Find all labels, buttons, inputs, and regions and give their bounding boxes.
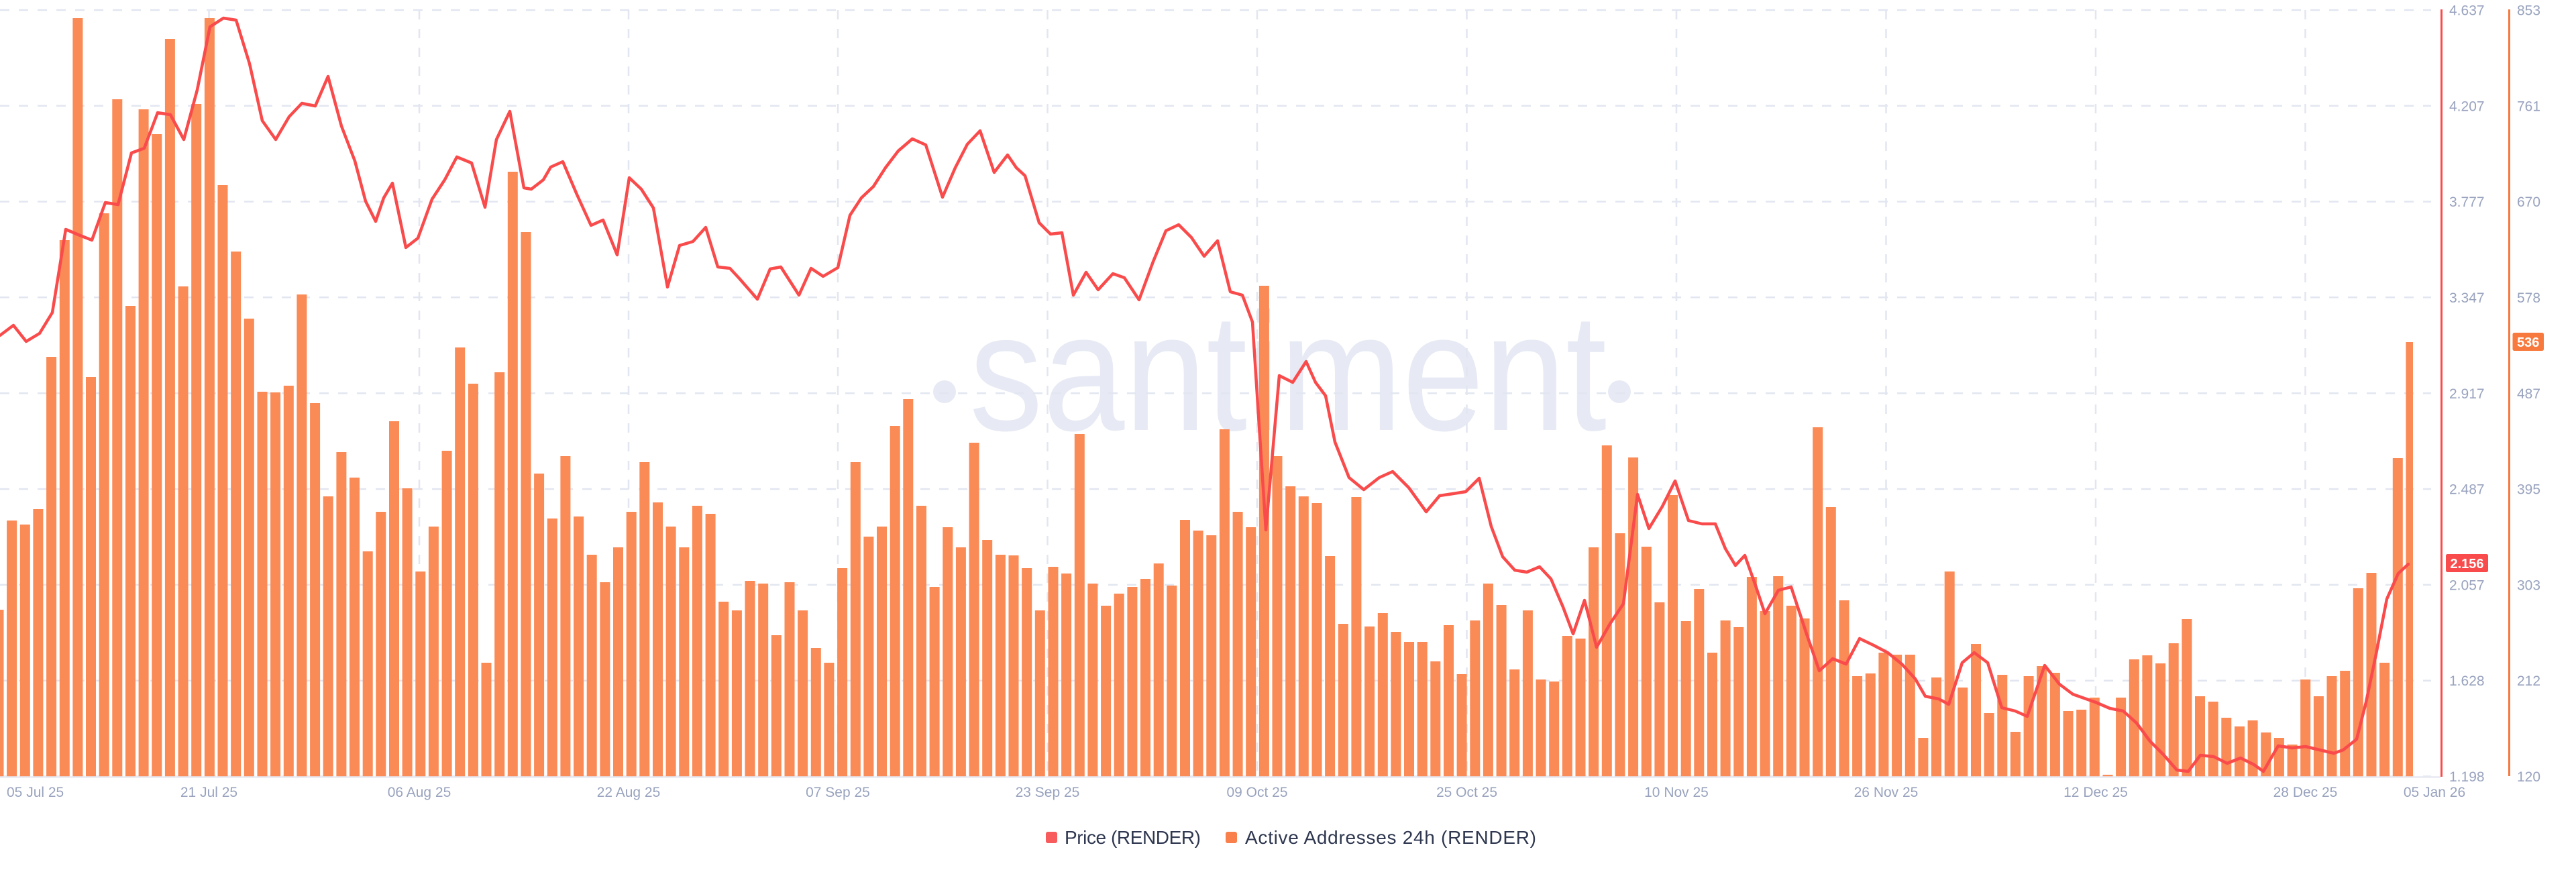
svg-text:536: 536 <box>2517 335 2539 350</box>
svg-text:212: 212 <box>2517 673 2540 689</box>
svg-text:12 Dec 25: 12 Dec 25 <box>2063 785 2128 800</box>
svg-text:2.156: 2.156 <box>2450 557 2483 571</box>
svg-text:26 Nov 25: 26 Nov 25 <box>1854 785 1919 800</box>
svg-text:4.637: 4.637 <box>2449 3 2485 19</box>
svg-text:3.777: 3.777 <box>2449 195 2485 210</box>
svg-text:2.487: 2.487 <box>2449 482 2485 498</box>
svg-text:487: 487 <box>2517 386 2540 402</box>
svg-text:05 Jul 25: 05 Jul 25 <box>7 785 64 800</box>
svg-text:23 Sep 25: 23 Sep 25 <box>1016 785 1080 800</box>
svg-text:578: 578 <box>2517 290 2540 306</box>
svg-text:10 Nov 25: 10 Nov 25 <box>1644 785 1709 800</box>
svg-text:303: 303 <box>2517 578 2540 593</box>
svg-text:santiment: santiment <box>969 278 1607 466</box>
svg-text:1.628: 1.628 <box>2449 673 2485 689</box>
svg-text:853: 853 <box>2517 3 2540 19</box>
svg-text:1.198: 1.198 <box>2449 769 2485 785</box>
svg-text:2.917: 2.917 <box>2449 386 2485 402</box>
svg-text:21 Jul 25: 21 Jul 25 <box>180 785 237 800</box>
svg-text:06 Aug 25: 06 Aug 25 <box>388 785 451 800</box>
svg-text:3.347: 3.347 <box>2449 290 2485 306</box>
svg-text:4.207: 4.207 <box>2449 99 2485 114</box>
svg-text:22 Aug 25: 22 Aug 25 <box>597 785 661 800</box>
svg-text:28 Dec 25: 28 Dec 25 <box>2273 785 2338 800</box>
svg-text:120: 120 <box>2517 769 2540 785</box>
svg-text:Active Addresses 24h (RENDER): Active Addresses 24h (RENDER) <box>1245 827 1536 848</box>
svg-text:09 Oct 25: 09 Oct 25 <box>1226 785 1287 800</box>
svg-text:395: 395 <box>2517 482 2540 498</box>
svg-text:2.057: 2.057 <box>2449 578 2485 593</box>
svg-text:761: 761 <box>2517 99 2540 114</box>
svg-text:670: 670 <box>2517 195 2540 210</box>
svg-text:07 Sep 25: 07 Sep 25 <box>806 785 870 800</box>
svg-text:05 Jan 26: 05 Jan 26 <box>2404 785 2465 800</box>
svg-text:Price (RENDER): Price (RENDER) <box>1065 827 1201 848</box>
svg-text:25 Oct 25: 25 Oct 25 <box>1436 785 1497 800</box>
